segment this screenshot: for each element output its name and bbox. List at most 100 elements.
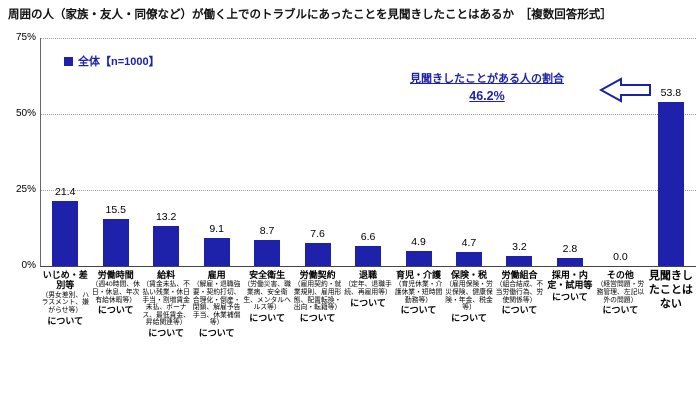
bar-zone: 2.8 [545,38,595,266]
bar-columns: 21.4 いじめ・差別等 （男女差別、ハラスメント、嫌がらせ等） について 15.5 労働… [40,38,696,338]
annotation: 見聞きしたことがある人の割合 46.2% [383,70,591,103]
bar-column: 13.2 給料 （賃金未払、不払い残業・休日手当・割増賃金未払、ボーナス、最低賃金、… [141,38,191,338]
category-label: 見聞きしたことはない [646,266,696,311]
y-tick-75: 75% [15,32,36,43]
category-main-label: その他 [606,270,634,280]
category-main-label: 労働契約 [299,270,336,280]
bar-zone: 8.7 [242,38,292,266]
bar-column: 4.7 保険・税 （雇用保険・労災保険、健康保険・年金、税金等） について [444,38,494,338]
bar [405,251,432,266]
category-suffix-label: について [148,328,185,338]
bar-zone: 15.5 [90,38,140,266]
bar-column: 7.6 労働契約 （雇用契約・就業規則、雇用形態、配置転換・出向・転籍等） について [292,38,342,338]
annotation-text: 見聞きしたことがある人の割合 [410,73,564,85]
bar-zone: 53.8 [646,38,696,266]
bar-zone: 0.0 [595,38,645,266]
bar-zone: 4.7 [444,38,494,266]
category-note-label: （男女差別、ハラスメント、嫌がらせ等） [41,291,90,314]
category-label: 労働組合 （組合結成、不当労働行為、労使関係等） について [494,266,544,316]
bar [304,242,331,266]
category-suffix-label: について [451,312,487,323]
category-main-label: 雇用 [207,270,226,280]
category-main-label: 労働組合 [501,270,538,280]
legend-marker-icon [64,56,73,66]
gridline-25 [40,190,696,191]
legend-label: 全体【n=1000】 [78,56,160,68]
bar-column: 8.7 安全衛生 （労働災害、職業病、安全衛生、メンタルヘルス等） について [242,38,292,338]
annotation-value: 46.2% [469,89,505,103]
bar [254,239,281,266]
chart-title: 周囲の人（家族・友人・同僚など）が働く上でのトラブルにあったことを見聞きしたこと… [8,9,612,21]
bar [355,245,382,266]
legend: 全体【n=1000】 [64,53,160,69]
bar-value-label: 6.6 [360,230,376,243]
category-note-label: （解雇・退職強要・契約打切、合理化・倒産・閉鎖、解雇予告手当、休業補償等） [192,281,241,327]
category-suffix-label: について [198,328,235,338]
category-note-label: （雇用契約・就業規則、雇用形態、配置転換・出向・転籍等） [293,281,342,312]
category-note-label: （雇用保険・労災保険、健康保険・年金、税金等） [445,281,493,312]
category-label: 給料 （賃金未払、不払い残業・休日手当・割増賃金未払、ボーナス、最低賃金、昇給関連… [141,266,191,338]
category-label: 採用・内定・試用等 について [545,266,595,302]
bar-column: 4.9 育児・介護 （育児休業・介護休業・短時間勤務等） について [393,38,443,338]
bar-zone: 7.6 [292,38,342,266]
bar-zone: 6.6 [343,38,393,266]
bar [506,256,533,266]
category-main-label: 採用・内定・試用等 [547,270,593,291]
bar-value-label: 4.9 [411,236,426,249]
bar-column: 53.8 見聞きしたことはない [646,38,696,338]
bar-value-label: 53.8 [660,87,682,100]
category-suffix-label: について [299,312,336,323]
category-suffix-label: について [249,312,285,323]
category-note-label: （定年、退職手続、再雇用等） [344,281,392,296]
bar-value-label: 15.5 [105,203,126,216]
bar-column: 0.0 その他 （経営問題・労務管理、左記以外の問題） について [595,38,645,338]
category-main-label: 安全衛生 [249,270,286,280]
category-suffix-label: について [350,297,386,308]
bar-zone: 4.9 [393,38,443,266]
category-suffix-label: について [97,305,134,316]
bar [153,225,180,266]
bar-column: 6.6 退職 （定年、退職手続、再雇用等） について [343,38,393,338]
left-arrow-icon [599,77,651,103]
category-label: 退職 （定年、退職手続、再雇用等） について [343,266,393,308]
bar-value-label: 2.8 [562,242,578,255]
category-main-label: いじめ・差別等 [42,270,88,291]
category-suffix-label: について [602,305,639,316]
bar-value-label: 0.0 [613,251,628,263]
bar-value-label: 8.7 [259,224,275,237]
bar-column: 21.4 いじめ・差別等 （男女差別、ハラスメント、嫌がらせ等） について [40,38,90,338]
category-suffix-label: について [552,291,588,302]
category-label: 雇用 （解雇・退職強要・契約打切、合理化・倒産・閉鎖、解雇予告手当、休業補償等）に… [191,266,241,338]
bar [657,102,684,266]
category-label: その他 （経営問題・労務管理、左記以外の問題） について [595,266,645,316]
y-tick-25: 25% [15,184,36,195]
bar-value-label: 7.6 [310,227,325,240]
category-suffix-label: について [47,315,84,326]
bar-column: 2.8 採用・内定・試用等 について [545,38,595,338]
category-main-label: 保険・税 [450,270,487,280]
bar-value-label: 9.1 [209,223,224,236]
category-main-label: 労働時間 [97,270,134,280]
category-label: 安全衛生 （労働災害、職業病、安全衛生、メンタルヘルス等） について [242,266,292,323]
category-main-label: 退職 [359,270,378,280]
category-note-label: （賃金未払、不払い残業・休日手当・割増賃金未払、ボーナス、最低賃金、昇給関連等） [142,281,190,327]
bar [203,238,230,266]
category-note-label: （育児休業・介護休業・短時間勤務等） [394,281,443,304]
category-main-label: 育児・介護 [396,270,442,280]
bar [102,218,129,266]
bar-zone: 13.2 [141,38,191,266]
category-label: 労働契約 （雇用契約・就業規則、雇用形態、配置転換・出向・転籍等） について [292,266,342,323]
category-label: いじめ・差別等 （男女差別、ハラスメント、嫌がらせ等） について [40,266,90,326]
bar-zone: 9.1 [191,38,241,266]
category-label: 労働時間 （週40時間、休日・休息、年次有給休暇等） について [90,266,140,316]
gridline-75 [40,38,696,39]
bar-column: 9.1 雇用 （解雇・退職強要・契約打切、合理化・倒産・閉鎖、解雇予告手当、休業補償… [191,38,241,338]
y-tick-0: 0% [21,260,36,271]
bar [455,251,482,266]
category-suffix-label: について [400,305,437,316]
bar-column: 3.2 労働組合 （組合結成、不当労働行為、労使関係等） について [494,38,544,338]
bar-value-label: 3.2 [512,241,527,254]
category-note-label: （組合結成、不当労働行為、労使関係等） [495,281,544,304]
bar-value-label: 13.2 [155,210,177,223]
